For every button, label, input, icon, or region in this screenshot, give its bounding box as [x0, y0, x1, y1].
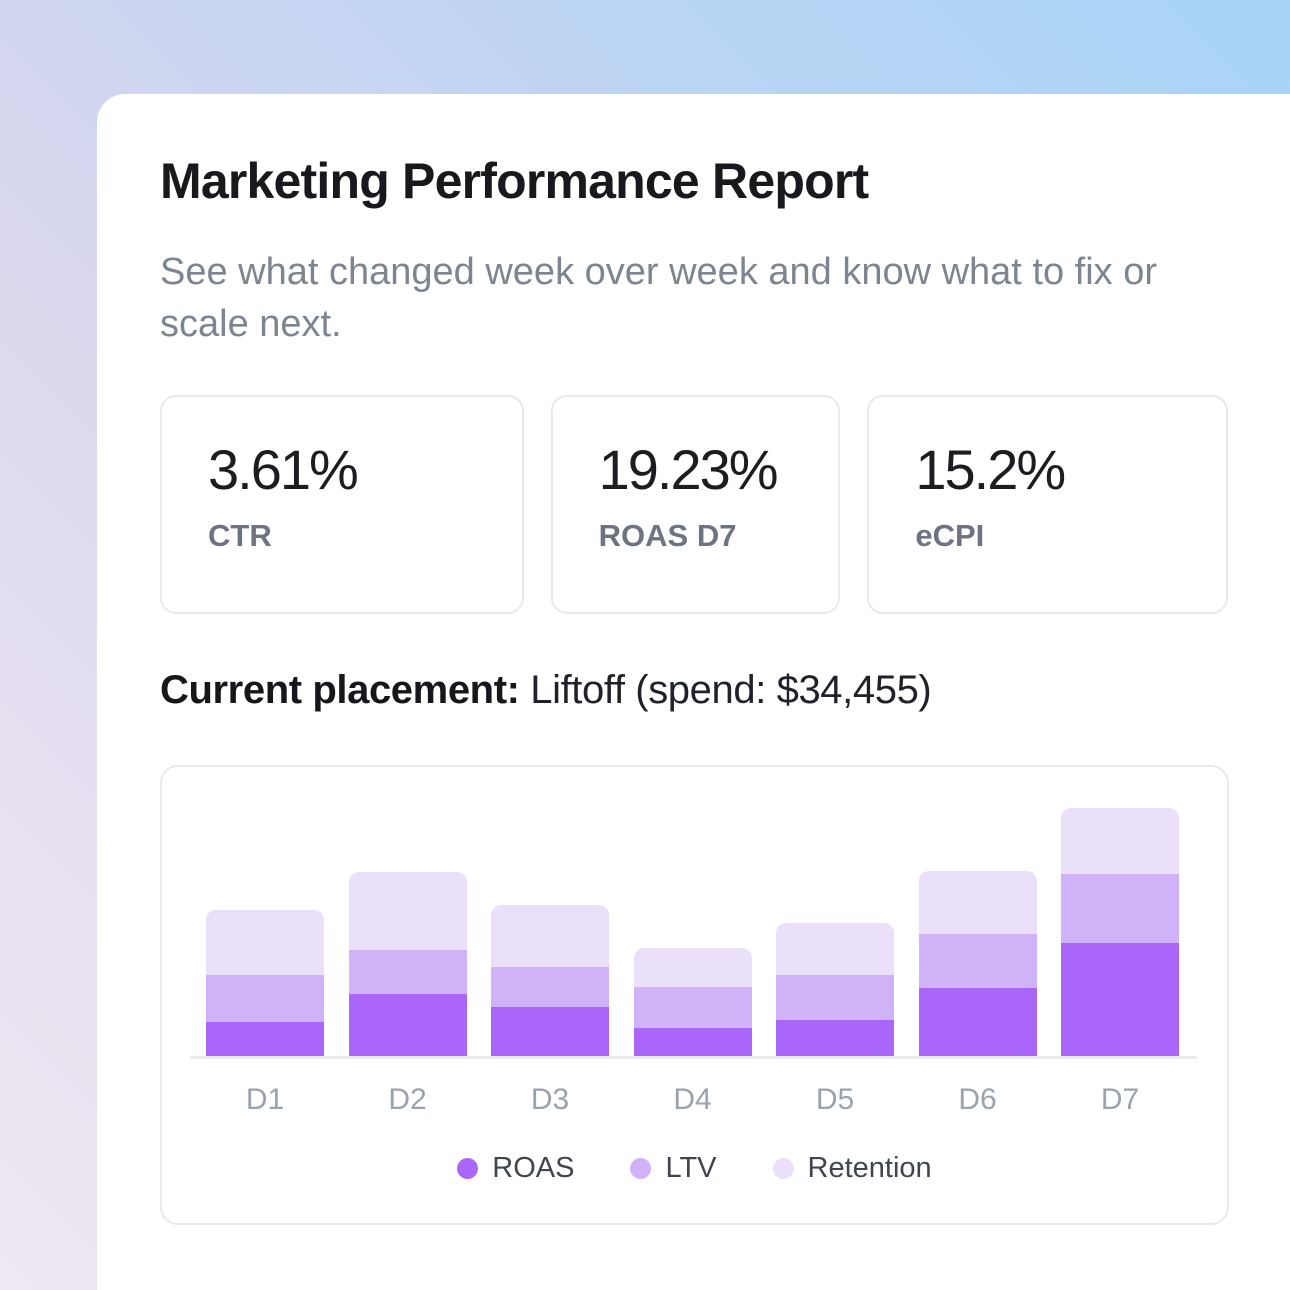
metric-value-roas-d7: 19.23%: [598, 437, 779, 501]
bar-d6: [918, 870, 1037, 1056]
bar-segment-retention: [206, 909, 324, 975]
bar-segment-roas: [918, 987, 1037, 1056]
bar-d7: [1061, 807, 1179, 1056]
x-axis-label-d7: D7: [1100, 1082, 1140, 1116]
bar-d1: [206, 909, 324, 1056]
metric-label-ecpi: eCPI: [915, 517, 985, 553]
report-subtitle: See what changed week over week and know…: [160, 251, 1158, 346]
legend-item-retention: Retention: [772, 1151, 932, 1185]
report-title: Marketing Performance Report: [160, 153, 869, 209]
x-axis-line: [190, 1055, 1197, 1059]
bar-segment-roas: [1061, 942, 1179, 1056]
bar-segment-retention: [1061, 807, 1179, 874]
bar-segment-ltv: [633, 986, 752, 1028]
bar-segment-roas: [776, 1019, 894, 1056]
legend-dot-retention-icon: [772, 1157, 794, 1179]
bar-segment-roas: [633, 1027, 752, 1056]
placement-label: Current placement:: [160, 667, 520, 712]
legend-item-roas: ROAS: [457, 1152, 574, 1185]
bar-segment-ltv: [348, 949, 467, 994]
placement-value: Liftoff (spend: $34,455): [530, 667, 932, 712]
legend-dot-roas-icon: [457, 1157, 479, 1179]
bar-d2: [348, 871, 467, 1056]
report-card: Marketing Performance Report See what ch…: [97, 94, 1290, 1290]
bar-segment-ltv: [776, 974, 894, 1020]
bar-segment-retention: [776, 922, 894, 975]
bar-segment-ltv: [1061, 873, 1179, 943]
bar-segment-retention: [633, 947, 752, 987]
metric-value-ecpi: 15.2%: [915, 437, 1066, 501]
bar-segment-retention: [348, 871, 467, 950]
metric-card-ctr: 3.61% CTR: [160, 394, 524, 614]
legend-label-retention: Retention: [807, 1151, 932, 1184]
bar-segment-ltv: [491, 966, 609, 1007]
metric-card-ecpi: 15.2% eCPI: [867, 394, 1228, 614]
bar-segment-roas: [491, 1006, 609, 1056]
bar-d3: [491, 904, 609, 1056]
x-axis-label-d5: D5: [815, 1082, 855, 1116]
bar-chart: [206, 767, 1179, 1056]
bar-d4: [633, 947, 752, 1056]
legend-label-roas: ROAS: [492, 1151, 575, 1184]
bar-segment-ltv: [206, 974, 324, 1022]
bar-segment-retention: [491, 904, 609, 967]
legend-dot-ltv-icon: [630, 1157, 652, 1179]
bar-segment-roas: [348, 993, 467, 1056]
metric-card-roas-d7: 19.23% ROAS D7: [550, 394, 841, 614]
bar-d5: [776, 922, 894, 1056]
x-axis-label-d6: D6: [958, 1082, 997, 1116]
placement-line: Current placement: Liftoff (spend: $34,4…: [160, 668, 1228, 713]
metric-label-ctr: CTR: [208, 517, 272, 553]
x-axis-label-d2: D2: [388, 1082, 427, 1116]
x-axis-label-d1: D1: [245, 1082, 285, 1116]
chart-legend: ROAS LTV Retention: [162, 1152, 1227, 1185]
legend-label-ltv: LTV: [665, 1151, 717, 1184]
metric-value-ctr: 3.61%: [208, 437, 359, 501]
bar-segment-retention: [918, 870, 1037, 934]
x-axis-label-d3: D3: [530, 1082, 570, 1116]
chart-card: D1 D2 D3 D4 D5 D6 D7 ROAS LTV Retention: [160, 764, 1229, 1225]
x-axis-labels: D1 D2 D3 D4 D5 D6 D7: [206, 1083, 1179, 1117]
bar-segment-ltv: [918, 933, 1037, 988]
legend-item-ltv: LTV: [630, 1151, 717, 1185]
bar-segment-roas: [206, 1021, 324, 1056]
metrics-row: 3.61% CTR 19.23% ROAS D7 15.2% eCPI: [160, 394, 1228, 614]
metric-label-roas-d7: ROAS D7: [598, 517, 737, 553]
x-axis-label-d4: D4: [673, 1082, 712, 1116]
